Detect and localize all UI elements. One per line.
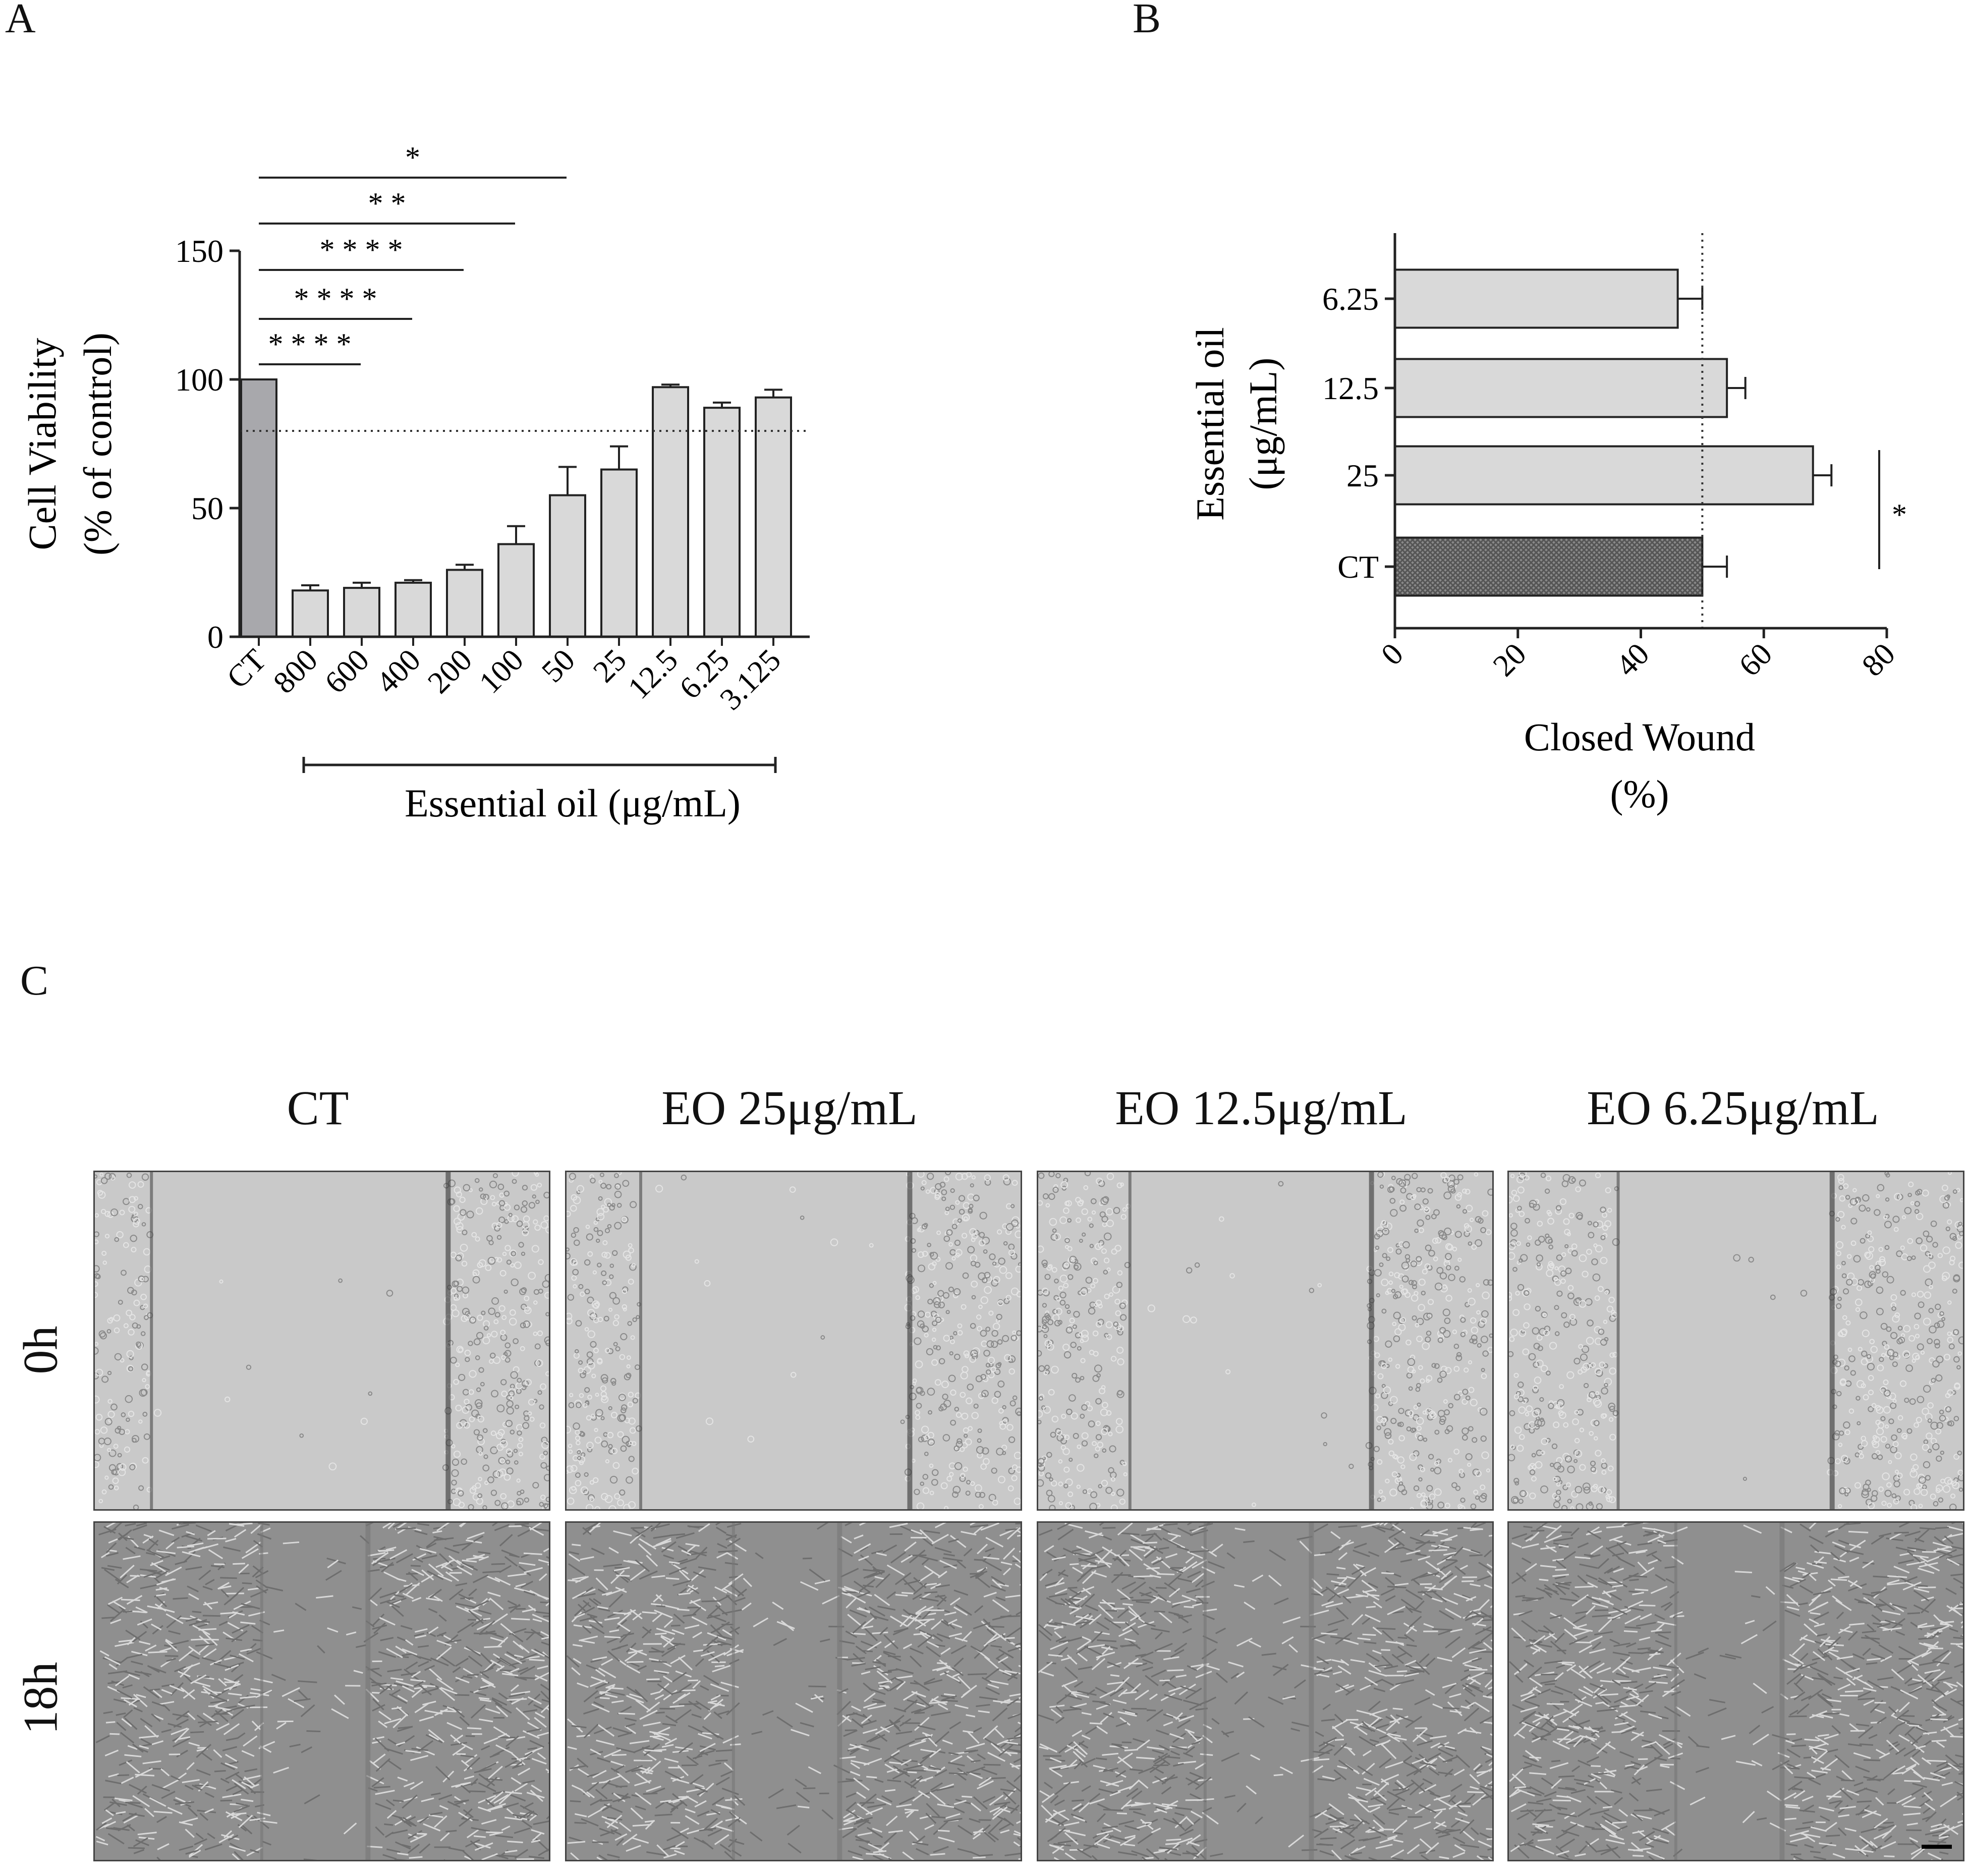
chart-a-xtick-label-400: 400 [370,643,427,700]
chart-b-ytick-label-25: 25 [1346,458,1379,493]
chart-a-bar-200 [446,569,483,638]
chart-a-bar-100 [497,543,535,638]
chart-b-bar-6.25 [1394,268,1679,329]
chart-b-xlabel-line1: Closed Wound [1524,715,1755,759]
chart-a-sig-label-0: * * * * [268,327,352,361]
micrograph-texture [567,1523,1021,1860]
chart-a-xtick-label-200: 200 [421,643,479,700]
micrograph-ct-18h [93,1521,550,1861]
micrograph-texture [1509,1523,1963,1860]
chart-a-xtick-label-12.5: 12.5 [622,643,685,706]
chart-a-xtick-label-3.125: 3.125 [713,643,787,717]
chart-a-ytick-label-150: 150 [175,233,223,269]
chart-b-xtick-label-40: 40 [1609,637,1656,683]
chart-b-bar-CT [1394,536,1704,597]
chart-b-ylabel-line2: (μg/mL) [1241,358,1285,490]
panel-c-row-label-0h: 0h [13,1326,68,1374]
micrograph-eo6-18h [1507,1521,1964,1861]
micrograph-texture [95,1523,549,1860]
chart-a-bar-50 [549,494,586,638]
panel-c-header-eo6: EO 6.25μg/mL [1587,1081,1879,1135]
micrograph-eo12-0h [1037,1171,1494,1511]
chart-b-ytick-label-6.25: 6.25 [1322,281,1379,317]
micrograph-texture [1509,1172,1963,1509]
chart-b-ytick-label-12.5: 12.5 [1322,370,1379,406]
chart-a-ytick-label-50: 50 [191,490,223,526]
chart-b-xtick-label-60: 60 [1732,637,1779,683]
scale-bar [1922,1845,1952,1849]
chart-a-bar-12.5 [652,386,689,638]
panel-c-header-eo12: EO 12.5μg/mL [1115,1081,1408,1135]
chart-a-xlabel: Essential oil (μg/mL) [405,781,741,825]
chart-a-xtick-label-100: 100 [473,643,530,700]
chart-a-xtick-label-50: 50 [535,643,582,689]
micrograph-eo25-18h [565,1521,1022,1861]
panel-letter-b: B [1133,0,1161,42]
chart-b-xtick-label-80: 80 [1855,637,1902,683]
micrograph-eo6-0h [1507,1171,1964,1511]
panel-c-row-label-18h: 18h [13,1662,68,1735]
chart-a-xtick-label-600: 600 [318,643,376,700]
chart-a-ytick-label-100: 100 [175,362,223,398]
chart-a-sig-label-4: * [405,141,420,174]
chart-b-sig-label: * [1892,498,1907,531]
chart-b-xtick-label-20: 20 [1487,637,1533,683]
panel-letter-c: C [20,957,49,1004]
micrograph-ct-0h [93,1171,550,1511]
micrograph-eo25-0h [565,1171,1022,1511]
panel-letter-a: A [5,0,36,42]
chart-a-ylabel-line1: Cell Viability [20,338,64,550]
chart-a-bar-400 [395,581,432,638]
micrograph-texture [95,1172,549,1509]
chart-a-sig-label-3: * * [368,187,406,220]
chart-b-ylabel-line1: Essential oil [1188,327,1232,520]
chart-a-bar-CT [240,378,277,638]
micrograph-texture [567,1172,1021,1509]
chart-b-bar-12.5 [1394,358,1728,418]
panel-c-header-eo25: EO 25μg/mL [661,1081,918,1135]
chart-b-xlabel-line2: (%) [1610,772,1669,816]
panel-c-header-ct: CT [287,1081,349,1135]
chart-a-sig-label-2: * * * * [320,233,403,266]
chart-b-bar-25 [1394,445,1814,506]
micrograph-texture [1038,1523,1492,1860]
chart-a-ytick-label-0: 0 [207,619,223,655]
chart-a-bar-6.25 [703,407,741,638]
chart-b-ytick-label-CT: CT [1337,549,1379,585]
chart-a-bar-800 [292,589,329,638]
chart-a-ylabel-line2: (% of control) [76,333,120,556]
micrograph-eo12-18h [1037,1521,1494,1861]
chart-a-xtick-label-800: 800 [267,643,324,700]
chart-a-xtick-label-CT: CT [220,643,273,695]
chart-b-xtick-label-0: 0 [1375,637,1410,672]
micrograph-texture [1038,1172,1492,1509]
chart-a-bar-3.125 [755,396,792,638]
chart-b: CT 25 12.5 6.25 0 20 40 60 80 * Essential oil (μ… [1188,233,1907,816]
chart-a-sig-label-1: * * * * [294,282,377,315]
chart-a-bar-600 [343,587,380,638]
chart-a-bar-25 [600,468,638,638]
